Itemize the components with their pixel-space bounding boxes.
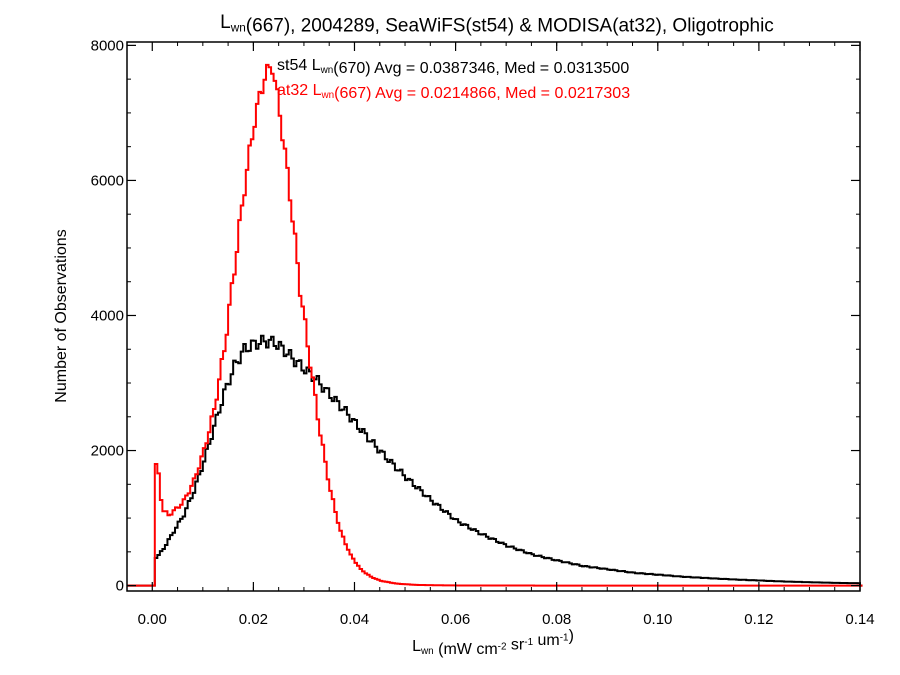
- annotation-st54-part-1: wn: [320, 65, 334, 76]
- y-tick-label: 0: [116, 578, 124, 595]
- annotation-at32-part-0: at32 L: [277, 82, 322, 99]
- x-tick-label: 0.08: [542, 611, 571, 628]
- annotation-at32-part-2: (667) Avg = 0.0214866, Med = 0.0217303: [334, 85, 630, 102]
- x-tick-label: 0.02: [239, 611, 268, 628]
- y-tick-label: 6000: [91, 172, 124, 189]
- annotation-st54-part-0: st54 L: [277, 57, 321, 74]
- xlabel-part-8: ): [569, 628, 574, 645]
- y-tick-label: 8000: [91, 37, 124, 54]
- title-part-0: L: [220, 12, 231, 33]
- x-tick-label: 0.10: [643, 611, 672, 628]
- x-tick-label: 0.12: [744, 611, 773, 628]
- plot-frame: [126, 41, 861, 592]
- annotation-st54-part-2: (670) Avg = 0.0387346, Med = 0.0313500: [333, 60, 629, 77]
- xlabel-part-4: sr: [506, 637, 524, 654]
- xlabel-part-5: -1: [524, 637, 533, 648]
- title-part-2: (667), 2004289, SeaWiFS(st54) & MODISA(a…: [246, 16, 774, 37]
- x-tick-label: 0.04: [340, 611, 369, 628]
- series-at32-line: [127, 63, 863, 587]
- x-tick-label: 0.06: [441, 611, 470, 628]
- x-tick-label: 0.00: [138, 611, 167, 628]
- xlabel-part-3: -2: [498, 642, 507, 653]
- annotation-at32-part-1: wn: [320, 90, 334, 101]
- y-axis-label: Number of Observations: [53, 229, 70, 402]
- y-tick-label: 2000: [91, 443, 124, 460]
- series-st54-line: [127, 334, 863, 587]
- annotation-st54: st54 Lwn(670) Avg = 0.0387346, Med = 0.0…: [277, 57, 629, 77]
- xlabel-part-1: wn: [420, 646, 434, 657]
- xlabel-part-2: (mW cm: [434, 641, 498, 658]
- y-tick-label: 4000: [91, 307, 124, 324]
- chart-title: Lwn(667), 2004289, SeaWiFS(st54) & MODIS…: [220, 12, 774, 37]
- axis-layer: 0.00 0.02 0.04 0.06 0.08 0.10 0.12 0.14 0 2000 400…: [91, 37, 875, 628]
- series-layer: [127, 63, 863, 587]
- xlabel-part-0: L: [412, 638, 421, 655]
- xlabel-part-7: -1: [560, 633, 569, 644]
- xlabel-part-6: um: [533, 632, 560, 649]
- annotation-layer: st54 Lwn(670) Avg = 0.0387346, Med = 0.0…: [277, 57, 630, 102]
- x-tick-label: 0.14: [845, 611, 874, 628]
- x-axis-label: Lwn (mW cm-2 sr-1 um-1): [412, 628, 574, 658]
- annotation-at32: at32 Lwn(667) Avg = 0.0214866, Med = 0.0…: [277, 82, 630, 102]
- title-part-1: wn: [230, 22, 246, 35]
